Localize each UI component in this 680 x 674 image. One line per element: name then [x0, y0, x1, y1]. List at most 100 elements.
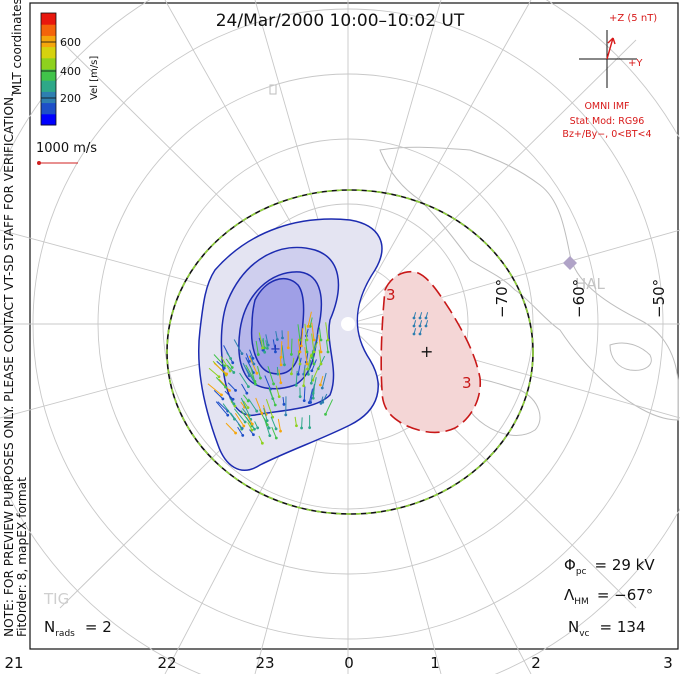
lambda-hm-stat: ΛHM = −67° [564, 586, 653, 607]
imf-stat-mod: Stat Mod: RG96 [570, 116, 645, 127]
velocity-vector [318, 327, 322, 341]
velocity-vector [413, 328, 417, 335]
velocity-vector [277, 418, 282, 432]
colorbar-cell [41, 46, 56, 59]
map-title: 24/Mar/2000 10:00–10:02 UT [216, 11, 465, 31]
velocity-vectors [207, 311, 429, 445]
velocity-vector [295, 370, 298, 386]
velocity-vector [242, 362, 250, 376]
velocity-vector [312, 366, 320, 381]
imf-source: OMNI IMF [584, 101, 629, 112]
velocity-vector [215, 377, 226, 388]
colorbar-cell [41, 13, 56, 25]
velocity-vector [325, 340, 329, 353]
mlt-label-1: 1 [430, 654, 440, 672]
velocity-vector [262, 404, 267, 415]
velocity-vector [264, 375, 271, 390]
contour-label-1: 3 [386, 286, 396, 304]
colorbar-tick-400: 400 [60, 65, 81, 78]
negative-potential-cell: + [197, 218, 383, 471]
velocity-vector [265, 399, 274, 418]
velocity-vector [267, 366, 275, 385]
velocity-vector [265, 340, 268, 349]
velocity-vector [229, 398, 235, 405]
velocity-vector [425, 312, 429, 319]
velocity-vector [218, 378, 230, 391]
velocity-vector [265, 334, 269, 346]
velocity-vector [311, 351, 315, 365]
velocity-vector [307, 360, 312, 375]
velocity-vector [227, 382, 236, 391]
velocity-vector [300, 328, 304, 346]
lat-label-50: −50° [650, 279, 668, 318]
velocity-vector [250, 366, 256, 385]
velocity-vector [245, 364, 256, 382]
velocity-vector [243, 400, 249, 408]
velocity-vector [270, 416, 277, 430]
velocity-vector [249, 429, 254, 436]
velocity-vector [297, 324, 301, 341]
mlt-label-0: 0 [344, 654, 354, 672]
velocity-vector [263, 407, 268, 421]
velocity-vector [224, 390, 234, 400]
velocity-vector [241, 408, 252, 420]
mlt-label-22: 22 [157, 654, 176, 672]
lat-label-60: −60° [570, 279, 588, 318]
velocity-vector [248, 398, 258, 412]
scale-vector-label: 1000 m/s [36, 141, 97, 156]
velocity-vector [240, 401, 245, 408]
imf-condition: Bz+/By−, 0<BT<4 [562, 129, 651, 140]
colorbar-cell [41, 57, 56, 70]
velocity-vector [217, 401, 229, 412]
velocity-vector [317, 355, 326, 369]
velocity-vector [272, 339, 276, 352]
velocity-vector [313, 334, 318, 351]
velocity-vector [245, 353, 250, 362]
colorbar-cell [41, 80, 56, 92]
velocity-vector [225, 358, 233, 368]
velocity-vector [425, 320, 429, 327]
velocity-vector [318, 334, 322, 353]
velocity-vector [303, 364, 306, 375]
colorbar-tick-200: 200 [60, 92, 81, 105]
velocity-vector [297, 350, 301, 365]
velocity-vector [310, 374, 313, 384]
velocity-vector [258, 332, 264, 349]
velocity-vector [259, 409, 268, 426]
velocity-vector [322, 393, 328, 403]
velocity-vector [304, 323, 308, 341]
mlt-label-3: 3 [663, 654, 673, 672]
velocity-vector [279, 357, 282, 365]
imf-y-label: +Y [628, 58, 643, 69]
colorbar-cell [41, 24, 56, 36]
velocity-vector [271, 426, 277, 439]
velocity-vector [297, 338, 301, 353]
velocity-vector [237, 426, 244, 436]
velocity-vector [254, 421, 259, 429]
phi-pc-stat: Φpc = 29 kV [564, 556, 655, 577]
hm-boundary [166, 189, 534, 515]
velocity-vector [257, 365, 261, 379]
velocity-vector [255, 397, 263, 414]
velocity-vector [213, 354, 225, 367]
velocity-vector [320, 396, 324, 404]
velocity-vector [243, 394, 249, 402]
svg-text:HAL: HAL [575, 275, 606, 293]
velocity-vector [307, 311, 312, 327]
velocity-vector [312, 377, 317, 394]
velocity-vector [276, 366, 279, 375]
velocity-vector [294, 416, 297, 426]
velocity-vector [225, 422, 236, 434]
mlt-axis: 21 22 23 0 1 2 3 [4, 654, 672, 672]
velocity-vector [216, 360, 225, 369]
velocity-vector [280, 341, 283, 358]
colorbar-cell [41, 35, 56, 48]
velocity-vector [208, 367, 220, 378]
velocity-vector [230, 412, 243, 429]
velocity-vector [325, 322, 329, 341]
preview-note: NOTE: FOR PREVIEW PURPOSES ONLY. PLEASE … [2, 93, 16, 637]
velocity-vector [258, 435, 263, 444]
velocity-vector [419, 328, 423, 335]
velocity-vector [222, 403, 235, 420]
imf-z-label: +Z (5 nT) [609, 13, 657, 24]
